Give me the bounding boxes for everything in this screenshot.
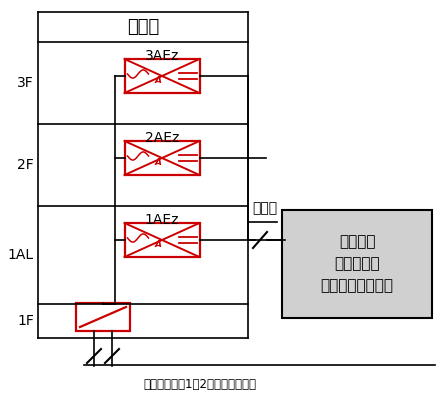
Text: A: A xyxy=(155,158,162,166)
Text: 1AL: 1AL xyxy=(8,248,34,262)
Text: A: A xyxy=(155,240,162,248)
Text: 3AEz: 3AEz xyxy=(145,49,179,63)
Text: A: A xyxy=(155,76,162,84)
Bar xyxy=(282,210,432,318)
Text: 1AEz: 1AEz xyxy=(145,213,179,227)
Text: 2F: 2F xyxy=(17,158,34,172)
Text: 1F: 1F xyxy=(17,314,34,328)
Text: 照明控制器: 照明控制器 xyxy=(334,257,380,271)
Text: 2AEz: 2AEz xyxy=(145,131,179,145)
Text: 强电井: 强电井 xyxy=(127,18,159,36)
Text: 引自总配电箱1，2（常用、备用）: 引自总配电箱1，2（常用、备用） xyxy=(143,378,256,391)
Text: （设置在值班室）: （设置在值班室） xyxy=(320,278,393,293)
Text: 通信线: 通信线 xyxy=(252,201,277,215)
Text: 小型应急: 小型应急 xyxy=(339,234,375,250)
Text: 3F: 3F xyxy=(17,76,34,90)
